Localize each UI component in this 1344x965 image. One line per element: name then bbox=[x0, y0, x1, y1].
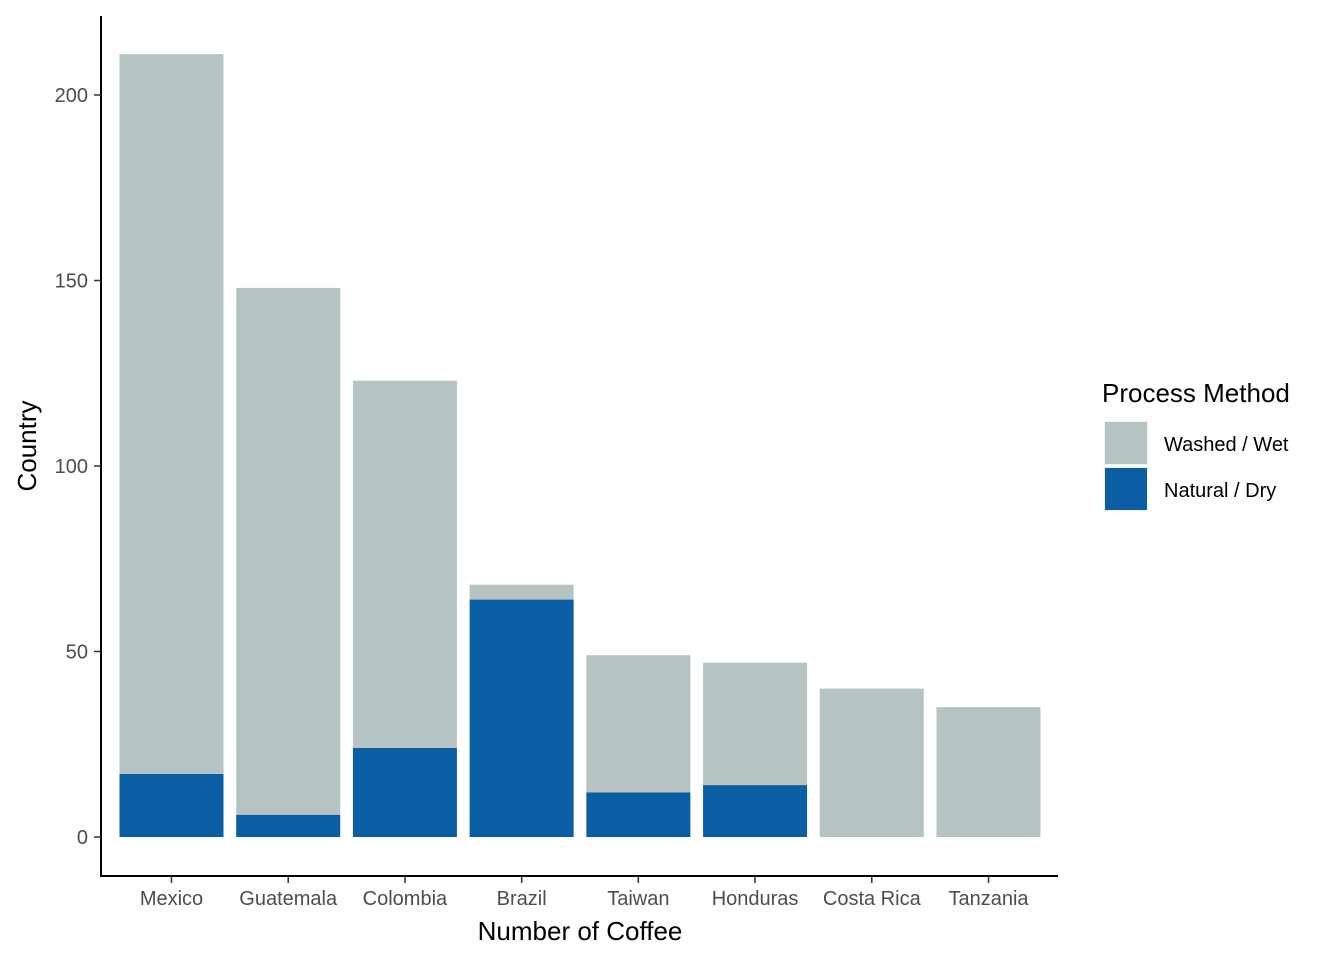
legend-swatch bbox=[1105, 468, 1147, 510]
x-tick-label: Taiwan bbox=[607, 888, 669, 910]
legend-label: Natural / Dry bbox=[1164, 480, 1276, 502]
x-tick-label: Brazil bbox=[497, 888, 547, 910]
x-tick-label: Tanzania bbox=[948, 888, 1029, 910]
x-axis-title: Number of Coffee bbox=[478, 916, 683, 946]
bar-brazil-natural-dry bbox=[469, 599, 574, 837]
bar-mexico-washed-wet bbox=[119, 54, 224, 774]
y-tick-label: 50 bbox=[66, 642, 88, 664]
legend-label: Washed / Wet bbox=[1164, 434, 1289, 456]
bar-brazil-washed-wet bbox=[469, 584, 574, 600]
bar-costa-rica-washed-wet bbox=[819, 688, 924, 837]
bar-guatemala-natural-dry bbox=[236, 814, 341, 837]
x-axis-ticks: Mexico Guatemala Colombia Brazil Taiwan Hondu… bbox=[140, 876, 1029, 910]
y-tick-label: 200 bbox=[55, 85, 88, 107]
legend-title: Process Method bbox=[1102, 378, 1290, 408]
y-axis-title: Country bbox=[12, 400, 42, 491]
legend: Process Method Washed / Wet Natural / Dry bbox=[1102, 378, 1290, 511]
x-tick-label: Costa Rica bbox=[823, 888, 922, 910]
bar-guatemala-washed-wet bbox=[236, 287, 341, 815]
bar-honduras-washed-wet bbox=[703, 662, 808, 786]
bar-honduras-natural-dry bbox=[703, 785, 808, 837]
bar-taiwan-washed-wet bbox=[586, 655, 691, 793]
bar-colombia-washed-wet bbox=[352, 380, 457, 748]
y-tick-label: 0 bbox=[77, 827, 88, 849]
legend-swatch bbox=[1105, 422, 1147, 464]
y-tick-label: 150 bbox=[55, 271, 88, 293]
x-tick-label: Guatemala bbox=[239, 888, 338, 910]
bar-tanzania-washed-wet bbox=[936, 707, 1041, 837]
x-tick-label: Mexico bbox=[140, 888, 203, 910]
x-tick-label: Honduras bbox=[712, 888, 799, 910]
bar-colombia-natural-dry bbox=[352, 747, 457, 837]
bars-layer bbox=[119, 54, 1041, 837]
x-tick-label: Colombia bbox=[363, 888, 448, 910]
y-tick-label: 100 bbox=[55, 456, 88, 478]
bar-mexico-natural-dry bbox=[119, 773, 224, 837]
bar-taiwan-natural-dry bbox=[586, 792, 691, 837]
y-axis-ticks: 0 50 100 150 200 bbox=[55, 85, 101, 849]
